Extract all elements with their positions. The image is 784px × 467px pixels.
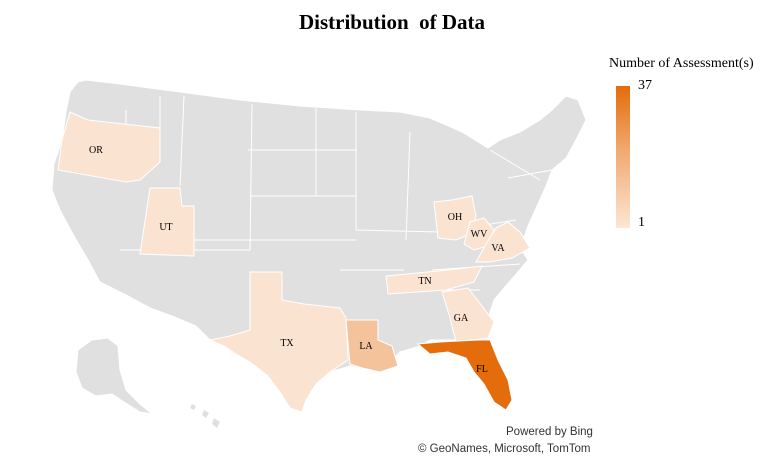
state-label-oh: OH [448, 212, 462, 223]
legend-max-value: 37 [638, 78, 652, 93]
state-or[interactable] [57, 111, 161, 183]
state-label-ga: GA [454, 313, 469, 324]
chart-title: Distribution of Data [298, 10, 486, 34]
legend-title: Number of Assessment(s) [609, 56, 754, 71]
state-label-tn: TN [418, 276, 431, 287]
state-label-ut: UT [159, 222, 172, 233]
state-fl[interactable] [416, 339, 513, 411]
state-label-la: LA [359, 341, 373, 352]
map-data-credit: © GeoNames, Microsoft, TomTom [418, 443, 591, 455]
state-labels: OR UT TX LA OH WV VA TN GA FL [89, 145, 505, 375]
state-ga[interactable] [441, 287, 495, 343]
state-label-tx: TX [280, 338, 294, 349]
state-ut[interactable] [139, 187, 195, 257]
legend-color-scale [616, 86, 630, 228]
state-tn[interactable] [385, 265, 483, 295]
alaska-shape [75, 337, 154, 415]
state-label-fl: FL [476, 364, 488, 375]
state-va[interactable] [475, 221, 531, 263]
state-label-or: OR [89, 145, 103, 156]
bing-credit: Powered by Bing [506, 426, 593, 438]
legend-min-value: 1 [638, 215, 645, 230]
state-tx[interactable] [208, 271, 349, 413]
state-la[interactable] [345, 319, 399, 373]
state-label-va: VA [491, 243, 505, 254]
state-label-wv: WV [471, 229, 488, 240]
hawaii-shape [190, 404, 220, 428]
